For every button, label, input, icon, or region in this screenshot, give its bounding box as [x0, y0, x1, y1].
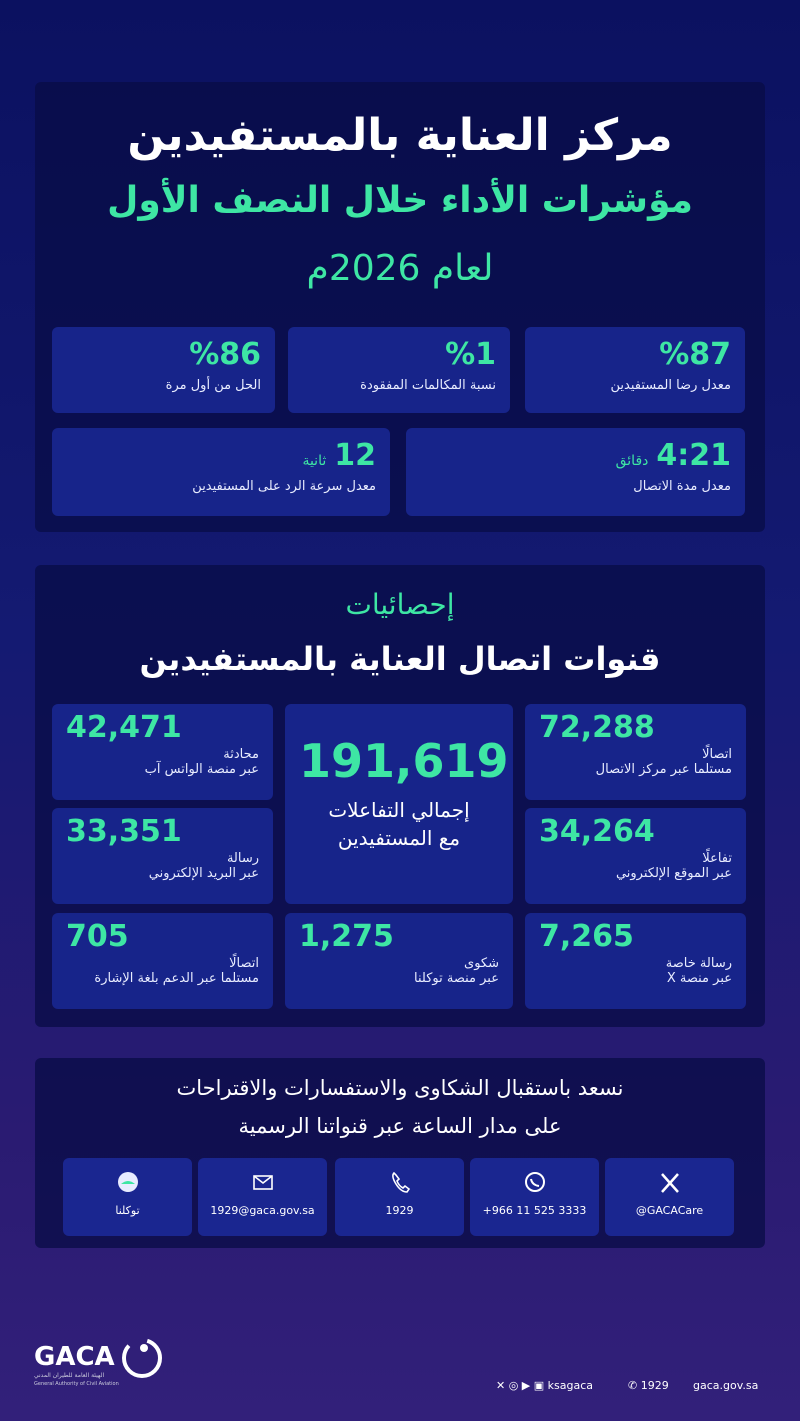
total-card: 191,619 إجمالي التفاعلات مع المستفيدين — [285, 704, 513, 904]
channel-card: 34,264 تفاعلًا عبر الموقع الإلكتروني — [525, 808, 746, 904]
contact-text: +966 11 525 3333 — [482, 1204, 587, 1217]
social-handle: ksagaca — [547, 1379, 594, 1392]
phone-number: 1929 — [640, 1379, 669, 1392]
channel-unit: رسالة — [226, 851, 259, 866]
kpi-row: %1 — [302, 337, 496, 372]
logo-ar: الهيئة العامة للطيران المدني — [34, 1372, 105, 1379]
kpi-value: %86 — [189, 337, 261, 372]
contact-icon — [117, 1172, 138, 1192]
channel-value: 72,288 — [539, 710, 655, 745]
kpi-unit: دقائق — [615, 453, 649, 469]
channel-card: 72,288 اتصالًا مستلما عبر مركز الاتصال — [525, 704, 746, 800]
contact-icon — [524, 1172, 545, 1192]
channel-value: 34,264 — [539, 814, 655, 849]
kpi-label: معدل مدة الاتصال — [633, 479, 731, 494]
channel-unit: محادثة — [223, 747, 259, 762]
kpi-value: %1 — [445, 337, 496, 372]
channel-label: عبر منصة توكلنا — [414, 971, 499, 986]
contact-button: 1929 — [335, 1158, 464, 1236]
kpi-card: %86 الحل من أول مرة — [52, 327, 275, 413]
channel-unit: اتصالًا — [702, 747, 732, 762]
kpi-label: الحل من أول مرة — [165, 378, 261, 393]
contact-icon — [391, 1171, 410, 1193]
logo-mark — [122, 1338, 162, 1378]
year: لعام 2026م — [306, 248, 494, 289]
channel-label: عبر الموقع الإلكتروني — [615, 866, 732, 881]
total-label: إجمالي التفاعلات — [328, 798, 470, 822]
channel-value: 7,265 — [539, 919, 634, 954]
channel-value: 42,471 — [66, 710, 182, 745]
stats-title: قنوات اتصال العناية بالمستفيدين — [139, 640, 661, 678]
kpi-row: %87 — [539, 337, 731, 372]
logo: GACA — [34, 1342, 115, 1372]
kpi-card: 4:21 دقائق معدل مدة الاتصال — [406, 428, 745, 516]
kpi-row: 12 ثانية — [66, 438, 376, 473]
channel-unit: شكوى — [464, 956, 499, 971]
contact-icon — [252, 1175, 273, 1190]
kpi-row: 4:21 دقائق — [420, 438, 731, 473]
channel-card: 705 اتصالًا مستلما عبر الدعم بلغة الإشارة — [52, 913, 273, 1009]
channel-card: 42,471 محادثة عبر منصة الواتس آب — [52, 704, 273, 800]
channel-card: 7,265 رسالة خاصة عبر منصة X — [525, 913, 746, 1009]
channel-label: مستلما عبر الدعم بلغة الإشارة — [94, 971, 259, 986]
contact-text: 1929 — [385, 1204, 414, 1217]
social: ✕ ◎ ▶ ▣ ksagaca — [496, 1379, 593, 1392]
kpi-label: معدل سرعة الرد على المستفيدين — [192, 479, 376, 494]
channel-value: 33,351 — [66, 814, 182, 849]
contact-button: @GACACare — [605, 1158, 734, 1236]
title: مركز العناية بالمستفيدين — [127, 110, 673, 161]
channel-value: 1,275 — [299, 919, 394, 954]
channel-value: 705 — [66, 919, 129, 954]
channel-unit: تفاعلًا — [702, 851, 732, 866]
kpi-value: 12 — [334, 438, 376, 473]
channel-card: 1,275 شكوى عبر منصة توكلنا — [285, 913, 513, 1009]
contact-line: على مدار الساعة عبر قنواتنا الرسمية — [238, 1114, 562, 1138]
kpi-label: نسبة المكالمات المفقودة — [360, 378, 496, 393]
social-icons: ✕ ◎ ▶ ▣ — [496, 1379, 548, 1392]
channel-unit: اتصالًا — [229, 956, 259, 971]
contact-text: توكلنا — [115, 1204, 140, 1217]
contact-line: نسعد باستقبال الشكاوى والاستفسارات والاق… — [176, 1076, 624, 1100]
kpi-value: %87 — [659, 337, 731, 372]
channel-label: عبر منصة الواتس آب — [144, 762, 259, 777]
contact-button: 1929@gaca.gov.sa — [198, 1158, 327, 1236]
kpi-label: معدل رضا المستفيدين — [610, 378, 732, 393]
channel-label: مستلما عبر مركز الاتصال — [595, 762, 732, 777]
contact-button: +966 11 525 3333 — [470, 1158, 599, 1236]
contact-text: 1929@gaca.gov.sa — [210, 1204, 315, 1217]
kpi-card: 12 ثانية معدل سرعة الرد على المستفيدين — [52, 428, 390, 516]
stats-kicker: إحصائيات — [345, 588, 455, 621]
contact-button: توكلنا — [63, 1158, 192, 1236]
contact-text: @GACACare — [635, 1204, 704, 1217]
website: gaca.gov.sa — [693, 1379, 759, 1392]
kpi-card: %87 معدل رضا المستفيدين — [525, 327, 745, 413]
kpi-row: %86 — [66, 337, 261, 372]
channel-label: عبر منصة X — [666, 971, 732, 986]
kpi-value: 4:21 — [656, 438, 731, 473]
contact-icon — [660, 1173, 679, 1193]
logo-en: General Authority of Civil Aviation — [34, 1381, 119, 1387]
subtitle: مؤشرات الأداء خلال النصف الأول — [107, 180, 693, 221]
channel-unit: رسالة خاصة — [665, 956, 732, 971]
channel-label: عبر البريد الإلكتروني — [148, 866, 259, 881]
phone: ✆ 1929 — [628, 1379, 669, 1392]
total-value: 191,619 — [299, 734, 509, 788]
kpi-card: %1 نسبة المكالمات المفقودة — [288, 327, 510, 413]
channel-card: 33,351 رسالة عبر البريد الإلكتروني — [52, 808, 273, 904]
total-label: مع المستفيدين — [337, 826, 461, 850]
kpi-unit: ثانية — [302, 453, 327, 469]
